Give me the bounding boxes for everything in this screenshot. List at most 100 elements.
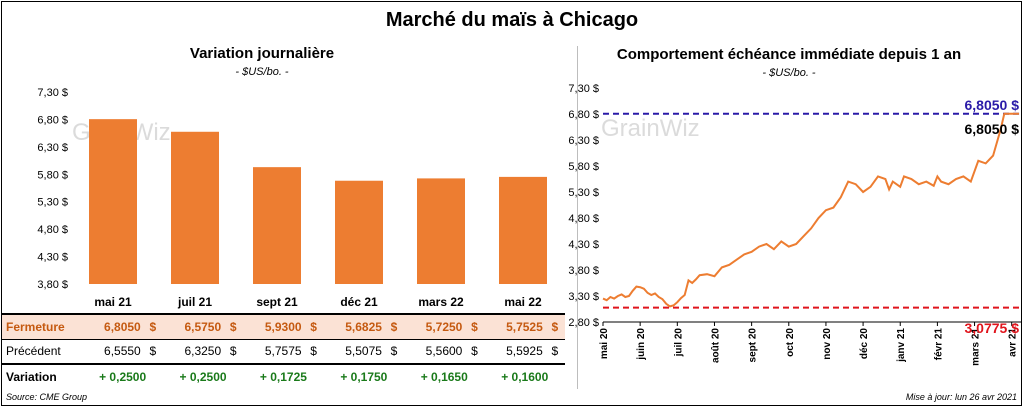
bar: [171, 131, 219, 284]
currency-cell: $: [464, 338, 485, 364]
price-cell: 5,9300: [243, 313, 304, 339]
line-y-tick-label: 5,30 $: [568, 187, 599, 199]
line-y-tick-label: 4,30 $: [568, 239, 599, 251]
line-x-tick-label: avr 21: [1008, 328, 1019, 357]
line-x-tick-label: sept 20: [748, 328, 759, 363]
variation-cell: + 0,1725: [243, 363, 324, 389]
row-label: Variation: [2, 363, 83, 389]
variation-cell: + 0,2500: [162, 363, 244, 389]
price-cell: 5,7525: [484, 313, 545, 339]
currency-cell: $: [303, 338, 324, 364]
line-y-tick-label: 6,30 $: [568, 135, 599, 147]
line-x-tick-label: nov 20: [822, 328, 833, 360]
last-price-label: 6,8050 $: [965, 121, 1020, 137]
currency-cell: $: [544, 338, 565, 364]
currency-cell: $: [142, 338, 163, 364]
price-cell: 5,5075: [323, 338, 384, 364]
line-x-tick-label: févr 21: [933, 328, 944, 361]
price-cell: 5,7250: [404, 313, 465, 339]
reference-low-label: 3,0775 $: [965, 320, 1020, 336]
line-x-tick-label: juil 20: [673, 328, 684, 358]
currency-cell: $: [223, 338, 244, 364]
bar: [499, 176, 547, 284]
line-y-tick-label: 4,80 $: [568, 213, 599, 225]
bar-y-axis: 3,80 $ 4,30 $ 4,80 $ 5,30 $ 5,80 $ 6,30 $ 6,80…: [37, 87, 68, 291]
line-x-tick-label: août 20: [710, 328, 721, 363]
line-x-tick-label: mars 21: [971, 328, 982, 366]
bar: [253, 167, 301, 284]
bar-category-label: mai 22: [504, 295, 542, 309]
line-x-tick-label: oct 20: [785, 328, 796, 357]
currency-cell: $: [383, 313, 405, 339]
price-cell: 6,5750: [162, 313, 224, 339]
currency-cell: $: [383, 338, 405, 364]
line-y-tick-label: 2,80 $: [568, 317, 599, 329]
variation-cell: + 0,1600: [484, 363, 565, 389]
bar: [335, 180, 383, 284]
line-y-tick-label: 5,80 $: [568, 161, 599, 173]
currency-cell: $: [223, 313, 244, 339]
bar-y-tick-label: 4,80 $: [37, 224, 68, 236]
line-y-tick-label: 3,30 $: [568, 291, 599, 303]
source-note: Source: CME Group: [6, 392, 88, 402]
currency-cell: $: [303, 313, 324, 339]
variation-cell: + 0,2500: [82, 363, 163, 389]
row-label: Fermeture: [2, 313, 83, 339]
table-row: Variation + 0,2500 + 0,2500 + 0,1725 + 0,175…: [2, 363, 565, 389]
price-cell: 6,5550: [82, 338, 143, 364]
panel-divider: [577, 46, 578, 389]
bar-y-tick-label: 3,80 $: [37, 279, 68, 291]
price-series-line: [602, 112, 1020, 308]
bar-category-label: déc 21: [340, 295, 378, 309]
line-x-tick-label: juin 20: [636, 328, 647, 361]
table-row: Précédent 6,5550 $6,3250 $5,7575 $5,5075 $5,5…: [2, 338, 565, 364]
currency-cell: $: [464, 313, 485, 339]
right-chart-unit: - $US/bo. -: [762, 67, 816, 79]
line-y-tick-label: 7,30 $: [568, 83, 599, 95]
left-chart-title: Variation journalière: [189, 45, 335, 62]
variation-cell: + 0,1650: [404, 363, 485, 389]
line-chart: GrainWiz 2,80 $ 3,30 $ 3,80 $ 4,30 $ 4,80 $ 5…: [568, 83, 1021, 366]
price-cell: 5,7575: [243, 338, 304, 364]
bar-category-label: mai 21: [94, 295, 132, 309]
price-cell: 5,5925: [484, 338, 545, 364]
line-y-tick-label: 6,80 $: [568, 109, 599, 121]
price-cell: 5,6825: [323, 313, 384, 339]
currency-cell: $: [544, 313, 565, 339]
currency-cell: $: [142, 313, 163, 339]
update-note: Mise à jour: lun 26 avr 2021: [905, 392, 1017, 402]
bar: [89, 119, 137, 284]
bar-y-tick-label: 6,80 $: [37, 114, 68, 126]
row-label: Précédent: [2, 338, 83, 364]
bar-y-tick-label: 6,30 $: [37, 142, 68, 154]
price-cell: 6,8050: [82, 313, 143, 339]
bar-y-tick-label: 5,30 $: [37, 197, 68, 209]
line-x-axis: mai 20 juin 20 juil 20 août 20 sept 20 oct 20…: [599, 321, 1021, 366]
bar: [417, 178, 465, 284]
bar-category-label: sept 21: [256, 295, 298, 309]
line-x-tick-label: mai 20: [599, 328, 610, 360]
page-title: Marché du maïs à Chicago: [385, 9, 639, 31]
line-y-axis: 2,80 $ 3,30 $ 3,80 $ 4,30 $ 4,80 $ 5,30 $ 5,80…: [568, 83, 599, 329]
reference-high-label: 6,8050 $: [965, 97, 1020, 113]
line-watermark: GrainWiz: [601, 115, 700, 142]
line-x-tick-label: déc 20: [859, 328, 870, 360]
price-cell: 6,3250: [162, 338, 224, 364]
bar-category-label: juil 21: [177, 295, 212, 309]
right-chart-title: Comportement échéance immédiate depuis 1…: [616, 46, 962, 63]
bar-x-axis: mai 21 juil 21 sept 21 déc 21 mars 22 mai 22: [94, 295, 542, 309]
bar-y-tick-label: 5,80 $: [37, 169, 68, 181]
price-cell: 5,5600: [404, 338, 465, 364]
table-row: Fermeture 6,8050 $6,5750 $5,9300 $5,6825 $5,7…: [2, 313, 565, 339]
bar-chart: GrainWiz 3,80 $4,30 $4,80 $5,30 $5,80 $6…: [37, 87, 547, 309]
variation-cell: + 0,1750: [323, 363, 405, 389]
line-y-tick-label: 3,80 $: [568, 265, 599, 277]
bar-series: [89, 119, 547, 284]
bar-category-label: mars 22: [418, 295, 464, 309]
line-x-tick-label: janv 21: [896, 328, 907, 363]
bar-y-tick-label: 4,30 $: [37, 252, 68, 264]
quotes-table: Fermeture 6,8050 $6,5750 $5,9300 $5,6825 $5,7…: [2, 313, 565, 389]
bar-y-tick-label: 7,30 $: [37, 87, 68, 99]
left-chart-unit: - $US/bo. -: [235, 66, 289, 78]
